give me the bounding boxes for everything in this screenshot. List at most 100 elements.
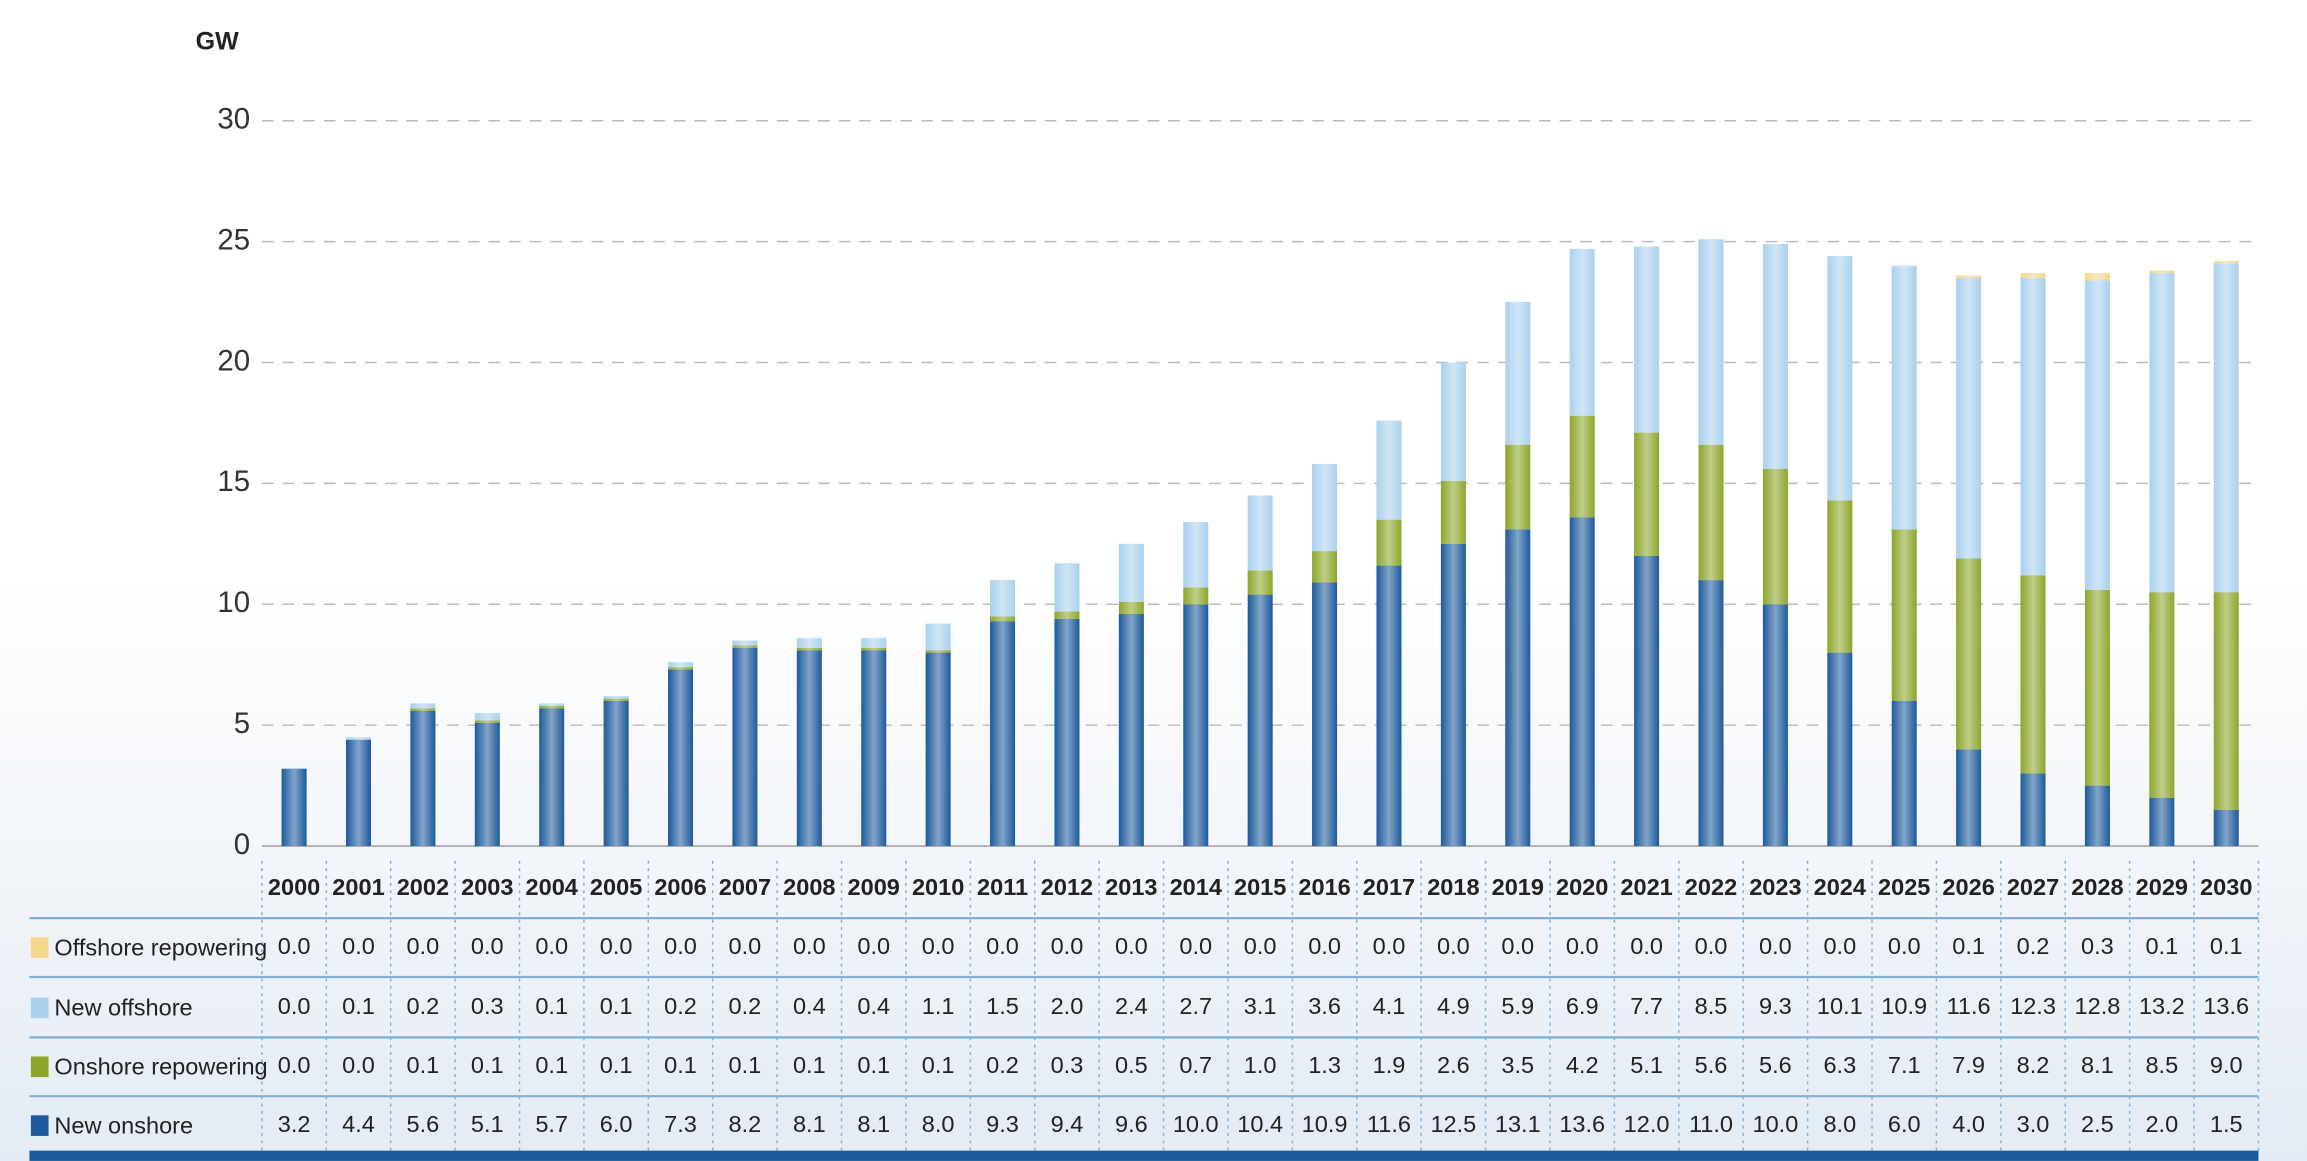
legend-label: New offshore bbox=[54, 995, 192, 1021]
table-cell: 0.0 bbox=[1695, 933, 1728, 959]
x-tick-label: 2010 bbox=[912, 874, 964, 900]
bar-shine bbox=[1762, 468, 1788, 605]
legend-label: New onshore bbox=[54, 1112, 193, 1138]
x-tick-label: 2019 bbox=[1492, 874, 1544, 900]
bar-shine bbox=[474, 722, 500, 847]
bar-shine bbox=[1054, 563, 1080, 612]
table-cell: 0.0 bbox=[1179, 933, 1212, 959]
table-cell: 0.0 bbox=[729, 933, 762, 959]
table-cell: 0.1 bbox=[1952, 933, 1985, 959]
table-bottom-bar bbox=[29, 1150, 2259, 1161]
table-cell: 8.1 bbox=[857, 1111, 890, 1137]
table-cell: 0.1 bbox=[342, 993, 375, 1019]
x-tick-label: 2030 bbox=[2200, 874, 2252, 900]
bar-shine bbox=[1505, 444, 1531, 530]
bar-shine bbox=[732, 645, 758, 648]
bar-shine bbox=[1891, 700, 1917, 847]
bar-shine bbox=[1956, 277, 1982, 559]
table-cell: 0.0 bbox=[986, 933, 1019, 959]
bar-shine bbox=[1505, 302, 1531, 445]
bar-shine bbox=[990, 621, 1016, 847]
bar-shine bbox=[1440, 543, 1466, 847]
bar-shine bbox=[410, 710, 436, 847]
bar-shine bbox=[1312, 464, 1338, 552]
x-tick-label: 2008 bbox=[783, 874, 835, 900]
bar-shine bbox=[861, 647, 887, 651]
bar-shine bbox=[1891, 529, 1917, 701]
table-cell: 0.0 bbox=[407, 933, 440, 959]
bar-shine bbox=[990, 616, 1016, 622]
table-cell: 0.0 bbox=[922, 933, 955, 959]
table-cell: 9.3 bbox=[1759, 993, 1792, 1019]
y-tick-label: 15 bbox=[217, 465, 250, 498]
table-cell: 7.1 bbox=[1888, 1052, 1921, 1078]
bar-shine bbox=[1762, 604, 1788, 847]
bar-shine bbox=[410, 708, 436, 711]
bar-shine bbox=[1440, 480, 1466, 544]
table-cell: 0.0 bbox=[471, 933, 504, 959]
table-cell: 8.5 bbox=[2145, 1052, 2178, 1078]
bar-shine bbox=[1505, 529, 1531, 847]
bar-shine bbox=[1312, 551, 1338, 583]
table-cell: 12.5 bbox=[1430, 1111, 1476, 1137]
bar-shine bbox=[1440, 362, 1466, 481]
bar-shine bbox=[2213, 809, 2239, 847]
x-tick-label: 2014 bbox=[1170, 874, 1222, 900]
bar-shine bbox=[1698, 239, 1724, 445]
bar-shine bbox=[1054, 618, 1080, 847]
x-tick-label: 2022 bbox=[1685, 874, 1737, 900]
table-cell: 0.1 bbox=[600, 993, 633, 1019]
table-cell: 7.9 bbox=[1952, 1052, 1985, 1078]
table-cell: 0.2 bbox=[729, 993, 762, 1019]
table-cell: 4.1 bbox=[1373, 993, 1406, 1019]
x-tick-label: 2025 bbox=[1878, 874, 1930, 900]
table-cell: 10.0 bbox=[1173, 1111, 1219, 1137]
table-cell: 9.0 bbox=[2210, 1052, 2243, 1078]
bar-shine bbox=[1698, 444, 1724, 581]
x-tick-label: 2011 bbox=[977, 874, 1028, 900]
table-cell: 5.9 bbox=[1501, 993, 1534, 1019]
bar-shine bbox=[1634, 246, 1660, 433]
table-cell: 0.0 bbox=[1566, 933, 1599, 959]
table-cell: 6.0 bbox=[600, 1111, 633, 1137]
bar-shine bbox=[603, 696, 629, 699]
bar-shine bbox=[861, 650, 887, 847]
table-cell: 0.1 bbox=[2210, 933, 2243, 959]
table-cell: 5.6 bbox=[1695, 1052, 1728, 1078]
legend-swatch bbox=[30, 1056, 49, 1078]
bar-shine bbox=[1956, 275, 1982, 278]
legend-swatch bbox=[30, 937, 49, 958]
bar-shine bbox=[1827, 256, 1853, 501]
table-cell: 3.1 bbox=[1244, 993, 1277, 1019]
bar-shine bbox=[1247, 594, 1273, 847]
table-cell: 0.1 bbox=[729, 1052, 762, 1078]
table-cell: 5.6 bbox=[407, 1111, 440, 1137]
table-cell: 0.0 bbox=[342, 1052, 375, 1078]
table-cell: 1.1 bbox=[922, 993, 955, 1019]
table-cell: 8.2 bbox=[2017, 1052, 2050, 1078]
table-cell: 4.9 bbox=[1437, 993, 1470, 1019]
bar-shine bbox=[345, 739, 372, 847]
x-tick-label: 2015 bbox=[1234, 874, 1286, 900]
bar-shine bbox=[539, 708, 565, 847]
table-cell: 6.9 bbox=[1566, 993, 1599, 1019]
table-cell: 0.0 bbox=[1308, 933, 1341, 959]
bar-shine bbox=[1183, 522, 1209, 588]
bar-shine bbox=[2213, 260, 2239, 264]
table-cell: 12.3 bbox=[2010, 993, 2056, 1019]
bar-shine bbox=[1762, 244, 1788, 469]
table-cell: 0.2 bbox=[2017, 933, 2050, 959]
x-tick-label: 2029 bbox=[2136, 874, 2188, 900]
table-cell: 1.9 bbox=[1373, 1052, 1406, 1078]
table-cell: 4.4 bbox=[342, 1111, 375, 1137]
table-cell: 1.0 bbox=[1244, 1052, 1277, 1078]
table-cell: 0.1 bbox=[793, 1052, 826, 1078]
bar-shine bbox=[410, 703, 436, 709]
bar-shine bbox=[2213, 263, 2239, 593]
table-cell: 0.0 bbox=[600, 933, 633, 959]
y-axis-unit: GW bbox=[196, 27, 239, 55]
table-cell: 0.0 bbox=[1051, 933, 1084, 959]
table-cell: 10.0 bbox=[1753, 1111, 1799, 1137]
bar-shine bbox=[1247, 570, 1273, 595]
